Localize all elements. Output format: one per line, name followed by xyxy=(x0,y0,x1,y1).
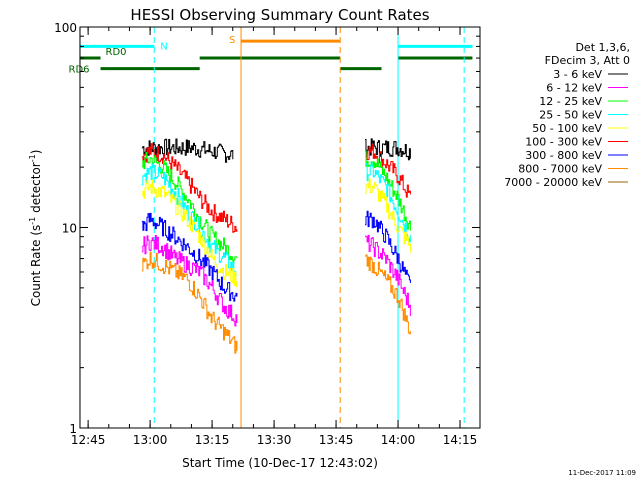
footer-timestamp: 11-Dec-2017 11:09 xyxy=(568,469,636,477)
series-trace-6-1 xyxy=(365,234,411,317)
status-bar-label-rd6: RD6 xyxy=(69,65,90,76)
series-trace-4-0 xyxy=(141,179,238,288)
y-axis-label: Count Rate (s-1 detector-1) xyxy=(28,150,43,307)
plot-layer: N S RD0 RD6 12:45 13:00 13:15 13:30 13:45 14:00 14… xyxy=(54,21,481,447)
series-trace-7-0 xyxy=(141,251,238,354)
legend-label-0: 3 - 6 keV xyxy=(553,68,602,81)
x-tick-label-2: 13:15 xyxy=(195,433,230,447)
y-tick-label-0: 1 xyxy=(69,422,77,436)
y-tick-label-2: 100 xyxy=(54,21,77,35)
x-axis-label: Start Time (10-Dec-17 12:43:02) xyxy=(182,456,378,470)
legend-label-4: 50 - 100 keV xyxy=(532,122,602,135)
series-trace-6-0 xyxy=(141,235,238,327)
x-tick-label-3: 13:30 xyxy=(257,433,292,447)
status-bar-label-rd0: RD0 xyxy=(106,47,127,58)
y-tick-label-1: 10 xyxy=(62,222,77,236)
chart-title: HESSI Observing Summary Count Rates xyxy=(130,6,429,24)
legend-header-line-1: Det 1,3,6, xyxy=(575,41,630,54)
legend-header-line-2: FDecim 3, Att 0 xyxy=(545,54,630,67)
status-bar-label-s: S xyxy=(229,35,235,46)
series-trace-1-1 xyxy=(365,143,411,198)
legend-label-7: 800 - 7000 keV xyxy=(518,163,602,176)
series-trace-2-1 xyxy=(365,150,411,231)
series-trace-5-1 xyxy=(365,210,411,283)
series-trace-5-0 xyxy=(141,212,238,302)
series-trace-3-1 xyxy=(365,162,411,243)
x-tick-label-5: 14:00 xyxy=(381,433,416,447)
series-trace-2-0 xyxy=(141,152,238,264)
x-tick-label-1: 13:00 xyxy=(133,433,168,447)
legend-label-1: 6 - 12 keV xyxy=(546,82,602,95)
status-bar-label-n: N xyxy=(160,41,167,52)
legend-label-5: 100 - 300 keV xyxy=(525,136,602,149)
series-trace-7-1 xyxy=(365,254,411,335)
legend-label-2: 12 - 25 keV xyxy=(539,95,602,108)
legend-label-8: 7000 - 20000 keV xyxy=(504,176,602,189)
x-tick-label-0: 12:45 xyxy=(71,433,106,447)
series-trace-4-1 xyxy=(365,178,411,253)
x-tick-label-6: 14:15 xyxy=(443,433,478,447)
x-tick-label-4: 13:45 xyxy=(319,433,354,447)
legend-label-3: 25 - 50 keV xyxy=(539,109,602,122)
legend-label-6: 300 - 800 keV xyxy=(525,149,602,162)
series-trace-1-0 xyxy=(141,143,238,233)
